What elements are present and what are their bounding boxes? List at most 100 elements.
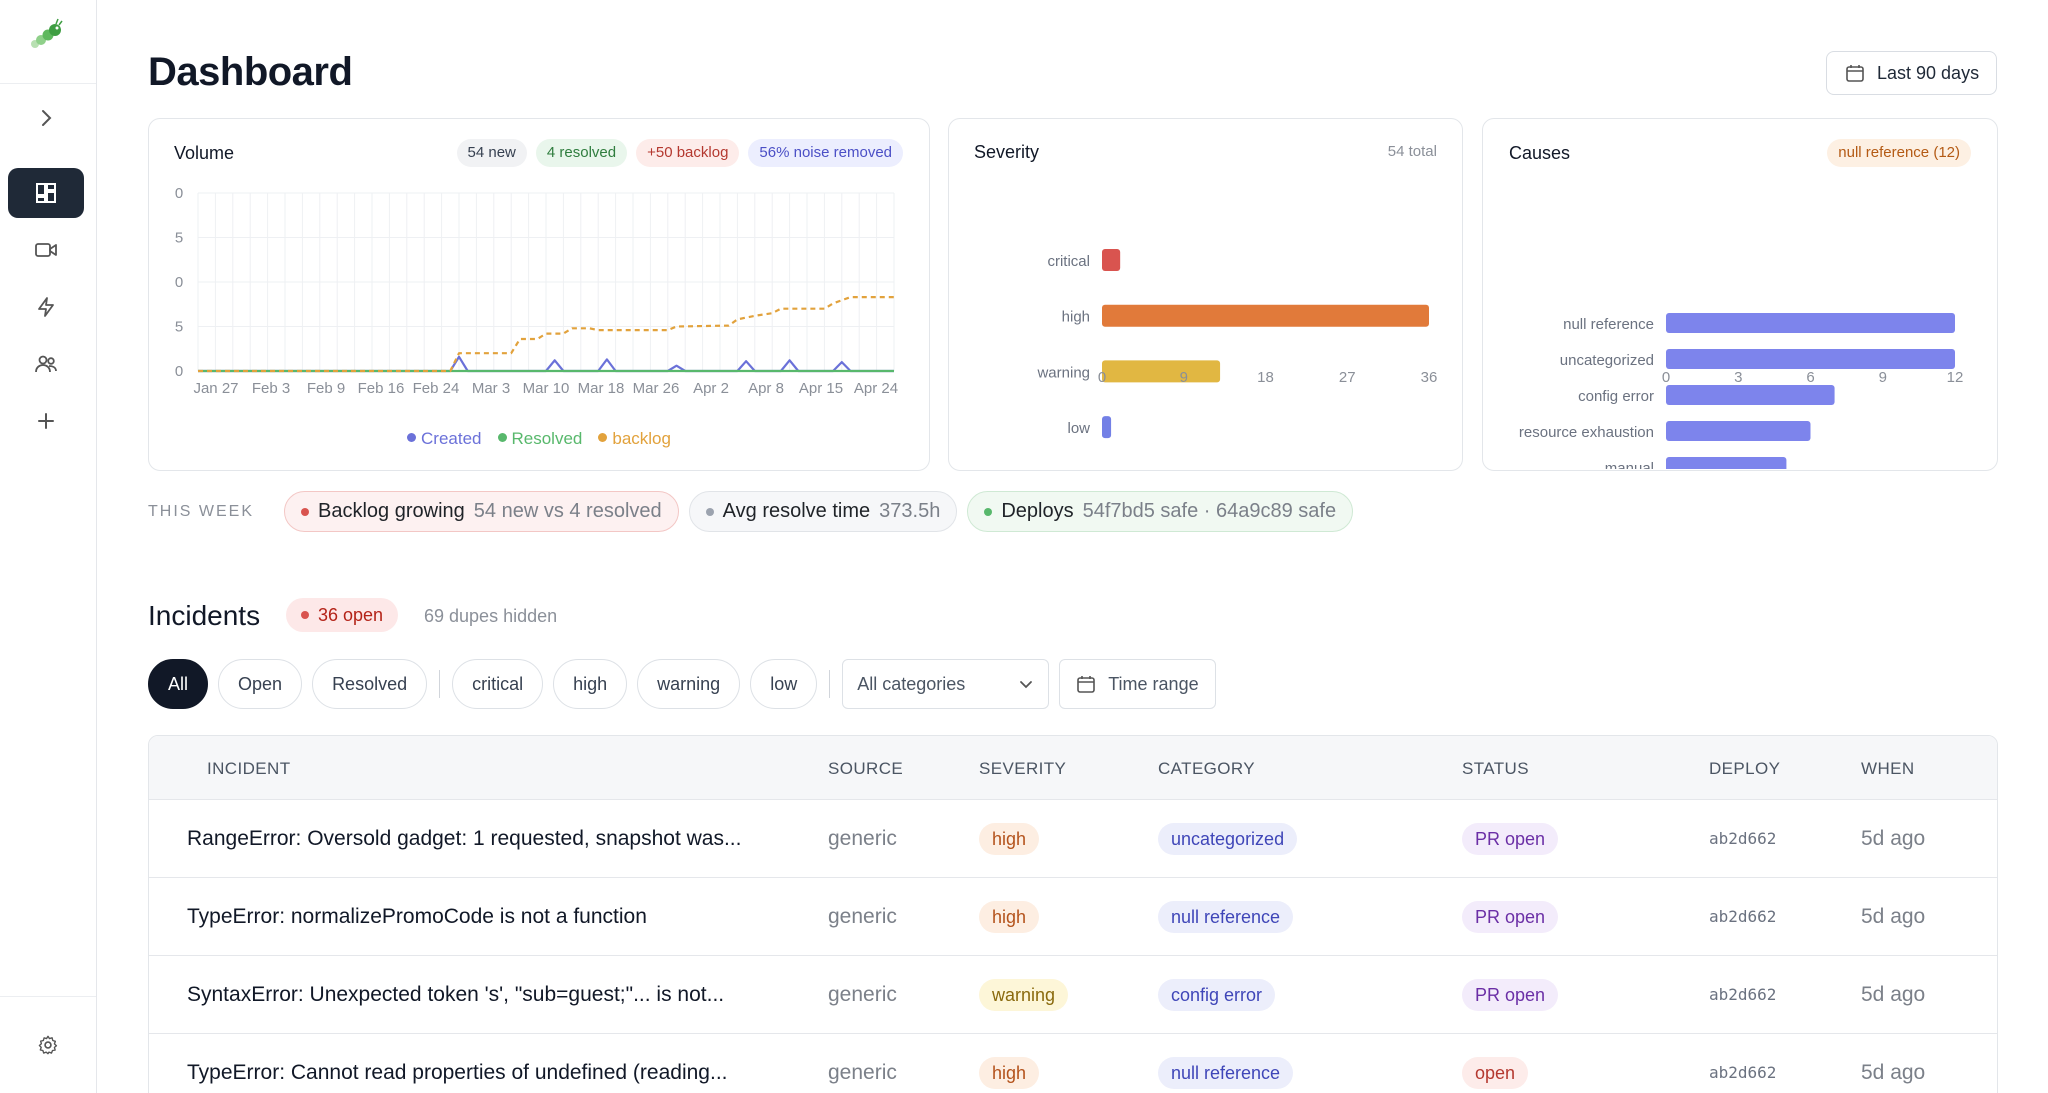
sidebar-item-replays[interactable] bbox=[8, 225, 84, 275]
col-status[interactable]: STATUS bbox=[1462, 759, 1529, 778]
filter-high[interactable]: high bbox=[553, 659, 628, 709]
incident-source: generic bbox=[828, 826, 897, 850]
incident-source: generic bbox=[828, 904, 897, 928]
sidebar-item-dashboard[interactable] bbox=[8, 168, 84, 218]
this-week-bar: THIS WEEK Backlog growing 54 new vs 4 re… bbox=[148, 491, 1354, 532]
chevron-down-icon bbox=[1020, 681, 1033, 689]
status-dot bbox=[984, 507, 993, 516]
causes-card: Causes null reference (12) null referenc… bbox=[1482, 118, 1998, 471]
plus-icon bbox=[38, 413, 54, 429]
col-category[interactable]: CATEGORY bbox=[1158, 759, 1256, 778]
legend-created-label: Created bbox=[421, 429, 482, 448]
status-badge: PR open bbox=[1462, 900, 1559, 933]
sidebar-item-events[interactable] bbox=[8, 282, 84, 332]
legend-resolved: Resolved bbox=[497, 429, 583, 449]
category-select[interactable]: All categories bbox=[842, 659, 1050, 709]
table-row[interactable]: SyntaxError: Unexpected token 's', "sub=… bbox=[149, 956, 1997, 1034]
x-tick-label: Mar 10 bbox=[523, 380, 570, 397]
category-label: resource exhaustion bbox=[1519, 424, 1654, 441]
severity-chart: critical high warning low 0 9 18 27 36 bbox=[1036, 249, 1437, 439]
volume-card: Volume 54 new 4 resolved +50 backlog 56%… bbox=[148, 118, 930, 471]
incident-message[interactable]: RangeError: Oversold gadget: 1 requested… bbox=[187, 826, 742, 850]
table-row[interactable]: TypeError: normalizePromoCode is not a f… bbox=[149, 878, 1997, 956]
filter-all[interactable]: All bbox=[148, 659, 209, 709]
col-incident[interactable]: INCIDENT bbox=[207, 759, 291, 778]
date-range-button[interactable]: Last 90 days bbox=[1826, 51, 1997, 95]
filter-warning[interactable]: warning bbox=[637, 659, 741, 709]
y-tick-label: 5 bbox=[175, 319, 183, 336]
sidebar-expand-button[interactable] bbox=[8, 93, 84, 143]
y-tick-label: 0 bbox=[175, 274, 183, 291]
incidents-table: INCIDENT SOURCE SEVERITY CATEGORY STATUS… bbox=[148, 735, 1998, 1093]
severity-badge: high bbox=[979, 900, 1040, 933]
volume-chart: 0 5 0 5 0 Jan 27 Feb 3 Feb 9 Feb 16 Feb 24 Mar 3 Ma… bbox=[175, 185, 898, 397]
noise-removed-pill: 56% noise removed bbox=[748, 139, 903, 167]
table-row[interactable]: TypeError: Cannot read properties of und… bbox=[149, 1034, 1997, 1093]
avg-resolve-time-chip[interactable]: Avg resolve time 373.5h bbox=[688, 491, 958, 532]
category-label: config error bbox=[1578, 388, 1654, 405]
divider bbox=[829, 670, 831, 698]
sidebar-item-team[interactable] bbox=[8, 339, 84, 389]
x-tick-label: 0 bbox=[1662, 369, 1670, 386]
deploys-chip[interactable]: Deploys 54f7bd5 safe · 64a9c89 safe bbox=[967, 491, 1354, 532]
chip-sub: 54f7bd5 safe · 64a9c89 safe bbox=[1082, 500, 1337, 522]
sidebar-add-button[interactable] bbox=[8, 396, 84, 446]
category-label: warning bbox=[1036, 364, 1090, 381]
chip-title: Deploys bbox=[1001, 500, 1074, 522]
bar-config-error bbox=[1666, 385, 1835, 405]
x-tick-label: Mar 18 bbox=[578, 380, 625, 397]
divider bbox=[439, 670, 441, 698]
category-badge: uncategorized bbox=[1158, 822, 1298, 855]
table-header: INCIDENT SOURCE SEVERITY CATEGORY STATUS… bbox=[149, 736, 1997, 800]
bar-null-reference bbox=[1666, 313, 1955, 333]
category-badge: null reference bbox=[1158, 1056, 1294, 1089]
col-severity[interactable]: SEVERITY bbox=[979, 759, 1067, 778]
backlog-growing-chip[interactable]: Backlog growing 54 new vs 4 resolved bbox=[284, 491, 679, 532]
x-tick-label: 9 bbox=[1879, 369, 1887, 386]
incident-filters: All Open Resolved critical high warning … bbox=[148, 659, 1216, 709]
video-icon bbox=[35, 243, 57, 257]
chevron-right-icon bbox=[42, 110, 52, 126]
col-deploy[interactable]: DEPLOY bbox=[1709, 759, 1781, 778]
calendar-icon bbox=[1846, 65, 1864, 82]
category-label: high bbox=[1062, 309, 1090, 326]
incident-message[interactable]: SyntaxError: Unexpected token 's', "sub=… bbox=[187, 982, 725, 1006]
series-line-backlog bbox=[198, 296, 894, 373]
open-count-label: 36 open bbox=[318, 604, 384, 625]
filter-open[interactable]: Open bbox=[218, 659, 303, 709]
y-tick-label: 0 bbox=[175, 185, 183, 202]
col-source[interactable]: SOURCE bbox=[828, 759, 904, 778]
filter-resolved[interactable]: Resolved bbox=[312, 659, 428, 709]
incident-message[interactable]: TypeError: Cannot read properties of und… bbox=[187, 1060, 728, 1084]
category-label: null reference bbox=[1563, 316, 1654, 333]
x-tick-label: 12 bbox=[1947, 369, 1964, 386]
filter-critical[interactable]: critical bbox=[452, 659, 544, 709]
logo[interactable] bbox=[0, 0, 96, 84]
deploy-sha: ab2d662 bbox=[1709, 985, 1777, 1004]
caterpillar-logo-icon bbox=[31, 18, 63, 48]
causes-chart: null reference uncategorized config error r… bbox=[1519, 313, 1964, 469]
incident-time: 5d ago bbox=[1861, 1060, 1926, 1084]
deploy-sha: ab2d662 bbox=[1709, 829, 1777, 848]
x-tick-label: Mar 26 bbox=[633, 380, 680, 397]
new-count-pill: 54 new bbox=[456, 139, 527, 167]
severity-title: Severity bbox=[974, 142, 1040, 162]
severity-card: Severity 54 total critical high warning low… bbox=[948, 118, 1463, 471]
deploy-sha: ab2d662 bbox=[1709, 907, 1777, 926]
filter-low[interactable]: low bbox=[750, 659, 818, 709]
col-when[interactable]: WHEN bbox=[1861, 759, 1915, 778]
legend-resolved-label: Resolved bbox=[511, 429, 583, 448]
lightning-icon bbox=[38, 297, 54, 317]
table-row[interactable]: RangeError: Oversold gadget: 1 requested… bbox=[149, 800, 1997, 878]
legend-created: Created bbox=[407, 429, 482, 449]
incident-message[interactable]: TypeError: normalizePromoCode is not a f… bbox=[187, 904, 647, 928]
category-select-value: All categories bbox=[857, 673, 966, 694]
x-tick-label: Feb 3 bbox=[252, 380, 290, 397]
x-tick-label: Jan 27 bbox=[193, 380, 238, 397]
category-badge: null reference bbox=[1158, 900, 1294, 933]
open-count-badge: 36 open bbox=[286, 598, 399, 632]
category-label: critical bbox=[1047, 253, 1090, 270]
settings-button[interactable] bbox=[0, 996, 96, 1093]
time-range-button[interactable]: Time range bbox=[1059, 659, 1216, 709]
y-tick-label: 0 bbox=[175, 363, 183, 380]
